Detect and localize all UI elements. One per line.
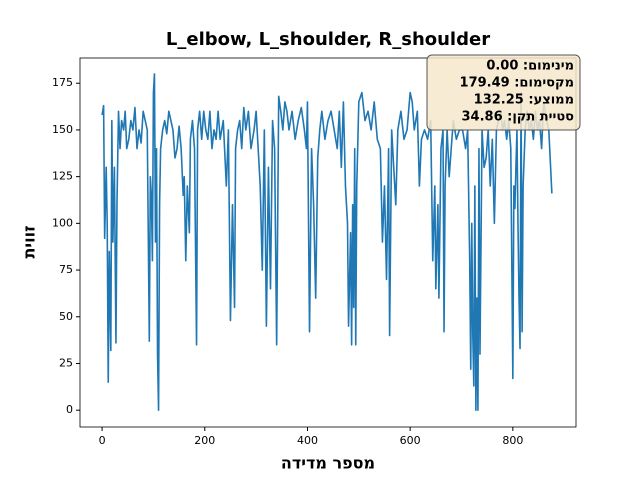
x-tick-label: 200 [194, 434, 215, 447]
data-line [101, 73, 553, 411]
x-axis-label: מספר מדידה [281, 454, 375, 473]
y-tick-label: 100 [52, 216, 73, 229]
stats-text: סטיית תקן: 34.86 [462, 110, 575, 125]
x-tick-label: 800 [502, 434, 523, 447]
plot-frame [79, 57, 577, 428]
y-tick-label: 175 [52, 76, 73, 89]
x-tick-label: 0 [99, 434, 106, 447]
x-tick-label: 400 [297, 434, 318, 447]
y-tick-label: 0 [66, 403, 73, 416]
stats-text: ממוצע: 132.25 [474, 93, 574, 108]
stats-box [426, 54, 581, 131]
y-tick-label: 125 [52, 170, 73, 183]
stats-text: מקסימום: 179.49 [460, 76, 574, 91]
y-tick-label: 150 [52, 123, 73, 136]
y-tick-label: 75 [59, 263, 73, 276]
y-tick-label: 50 [59, 310, 73, 323]
y-axis-label: זווית [20, 225, 39, 258]
chart-title: L_elbow, L_shoulder, R_shoulder [166, 29, 490, 50]
x-tick-label: 600 [400, 434, 421, 447]
y-tick-label: 25 [59, 356, 73, 369]
stats-text: מינימום: 0.00 [486, 59, 574, 74]
